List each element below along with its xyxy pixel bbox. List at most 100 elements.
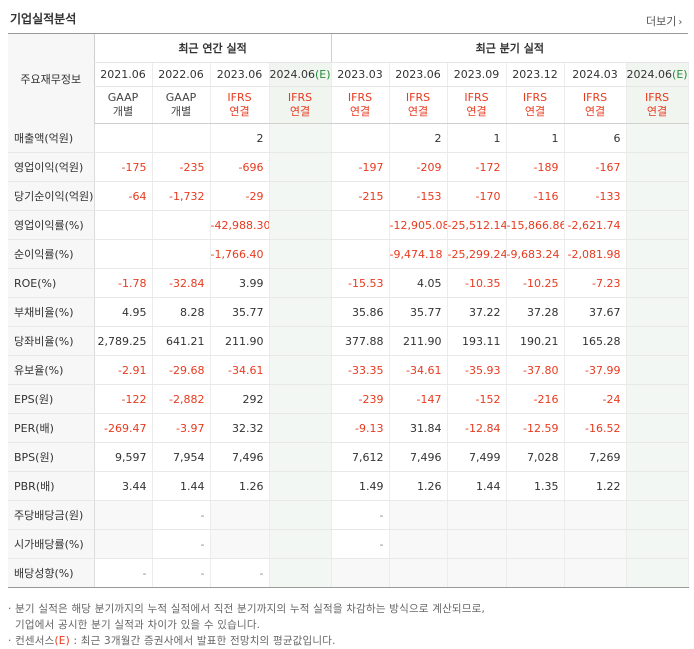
basis-standard: GAAP [107,91,139,104]
table-cell [269,239,332,269]
table-cell: 190.21 [506,326,565,356]
basis-scope: 연결 [524,105,546,118]
table-cell: 1 [447,123,507,153]
basis-standard: IFRS [464,91,489,104]
table-cell: 7,028 [506,442,565,472]
table-cell: 2 [210,123,270,153]
table-cell [269,181,332,211]
table-cell [626,268,689,298]
table-cell: -116 [506,181,565,211]
more-link[interactable]: 더보기 › [646,13,682,29]
table-cell: -696 [210,152,270,182]
table-cell: -1.78 [93,268,153,298]
table-cell [269,471,332,501]
table-cell: 37.28 [506,297,565,327]
table-cell [564,500,627,530]
table-cell [93,529,153,559]
table-cell: -34.61 [210,355,270,385]
row-label: 매출액(억원) [8,123,95,153]
table-cell [564,529,627,559]
table-cell [269,268,332,298]
table-cell: -25,299.24 [447,239,507,269]
basis-row: GAAP 개별 GAAP 개별 IFRS 연결 IFRS 연결 IFRS 연결 IFRS 연결 IFRS… [8,86,689,124]
section-title: 기업실적분석 [10,12,77,26]
table-cell: -33.35 [330,355,390,385]
basis-standard: IFRS [405,91,431,104]
table-cell [626,239,689,269]
table-cell: -133 [564,181,627,211]
table-cell: 7,496 [389,442,448,472]
period-label: 2022.06 [158,68,204,81]
table-cell: -37.99 [564,355,627,385]
quarter-group-header: 최근 분기 실적 [330,33,689,63]
table-row: 유보율(%) -2.91 -29.68 -34.61 -33.35 -34.61 -35.9… [8,355,689,385]
table-cell: 1 [506,123,565,153]
row-header-label: 주요재무정보 [8,33,94,124]
table-row: 매출액(억원) 2 2 1 1 6 [8,123,689,153]
table-cell: -235 [152,152,211,182]
table-cell: 35.86 [330,297,390,327]
table-cell: 4.05 [389,268,448,298]
table-cell [626,413,689,443]
table-row: 순이익률(%) -1,766.40 -9,474.18 -25,299.24 -9,68… [8,239,689,269]
table-cell: 377.88 [330,326,390,356]
table-row: 배당성향(%) - - - [8,558,689,588]
table-cell: 35.77 [389,297,448,327]
footnote-3-rest: : 최근 3개월간 증권사에서 발표한 전망치의 평균값입니다. [69,635,336,647]
footnotes: · 분기 실적은 해당 분기까지의 누적 실적에서 직전 분기까지의 누적 실적… [8,601,485,649]
period-row: 2021.06 2022.06 2023.06 2024.06(E) 2023.03 20… [8,62,689,87]
footnote-2: 기업에서 공시한 분기 실적과 차이가 있을 수 있습니다. [15,619,261,631]
table-cell [564,558,627,588]
table-cell: -1,732 [152,181,211,211]
table-cell: -216 [506,384,565,414]
table-cell: 31.84 [389,413,448,443]
table-cell [269,152,332,182]
table-cell: 211.90 [210,326,270,356]
table-cell [210,529,270,559]
table-row: 시가배당률(%) - - [8,529,689,559]
table-cell [447,558,507,588]
table-cell: -122 [93,384,153,414]
period-label: 2024.06 [626,68,673,81]
estimate-marker: (E) [672,68,688,81]
table-cell: 35.77 [210,297,270,327]
row-label: 영업이익(억원) [8,152,95,182]
table-cell [626,152,689,182]
basis-scope: 연결 [584,105,606,118]
table-row: 당좌비율(%) 2,789.25 641.21 211.90 377.88 211.90 1… [8,326,689,356]
period-header: 2024.06(E) [626,62,689,87]
table-cell: -175 [93,152,153,182]
period-header: 2023.12 [506,62,565,87]
table-row: BPS(원) 9,597 7,954 7,496 7,612 7,496 7,499 7,02… [8,442,689,472]
table-cell: -15.53 [330,268,390,298]
period-label: 2021.06 [100,68,146,81]
table-cell [269,413,332,443]
table-cell: -239 [330,384,390,414]
footnote-3-prefix: · 컨센서스 [8,635,55,647]
table-cell [389,529,448,559]
row-label: PER(배) [8,413,95,443]
table-cell [330,123,390,153]
period-header: 2024.03 [564,62,627,87]
table-cell: 1.26 [389,471,448,501]
table-cell: -152 [447,384,507,414]
row-label: 영업이익률(%) [8,210,95,240]
row-label: BPS(원) [8,442,95,472]
table-cell [626,297,689,327]
table-cell [152,239,211,269]
table-cell: 1.26 [210,471,270,501]
basis-standard: IFRS [582,91,608,104]
table-cell: -2,081.98 [564,239,627,269]
footnote-3-estimate: (E) [54,635,70,647]
table-cell: -12.84 [447,413,507,443]
table-cell [269,210,332,240]
basis-standard: IFRS [227,91,252,104]
table-cell: -170 [447,181,507,211]
period-label: 2024.03 [572,68,618,81]
more-label: 더보기 [646,15,677,28]
period-header: 2022.06 [152,62,211,87]
table-cell: -10.35 [447,268,507,298]
basis-scope: 연결 [349,105,371,118]
table-cell [152,123,211,153]
period-header: 2023.09 [447,62,507,87]
